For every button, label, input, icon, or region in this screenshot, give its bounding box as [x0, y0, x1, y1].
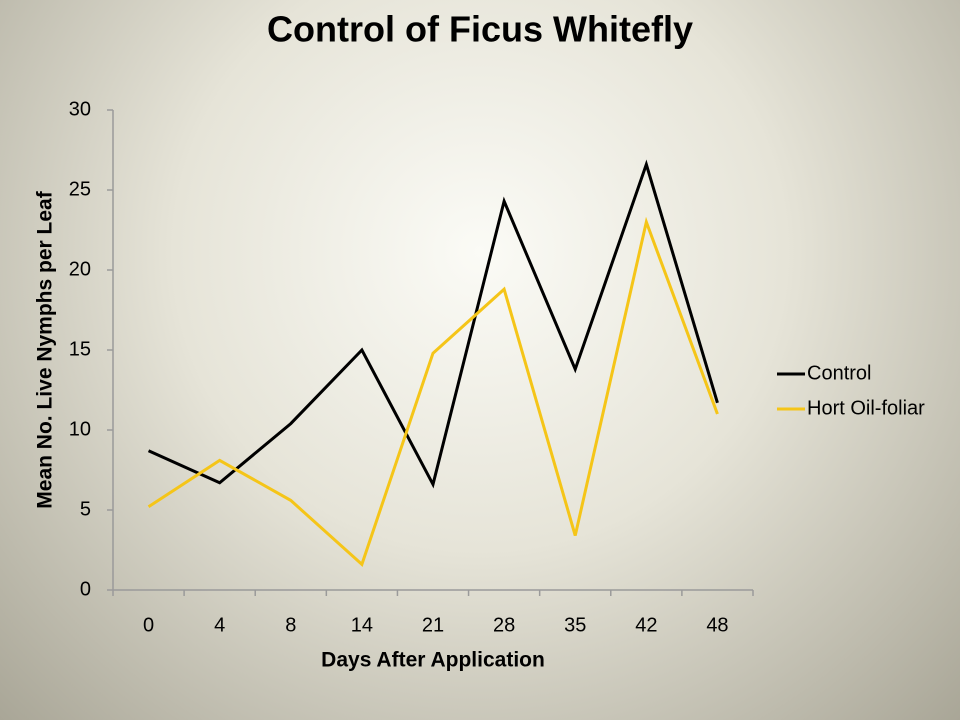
x-tick-label: 35: [564, 614, 586, 636]
x-tick-label: 42: [635, 614, 657, 636]
x-tick-label: 48: [706, 614, 728, 636]
chart-title: Control of Ficus Whitefly: [267, 9, 693, 50]
y-tick-label: 10: [69, 418, 91, 440]
series-line: [147, 216, 719, 568]
x-axis-title: Days After Application: [321, 649, 545, 672]
x-tick-label: 4: [214, 614, 225, 636]
x-tick-label: 0: [143, 614, 154, 636]
y-tick-label: 25: [69, 178, 91, 200]
y-tick-label: 20: [69, 258, 91, 280]
series-line: [147, 159, 719, 489]
y-tick-label: 5: [80, 498, 91, 520]
x-tick-label: 21: [422, 614, 444, 636]
x-tick-label: 8: [285, 614, 296, 636]
y-axis-title: Mean No. Live Nymphs per Leaf: [34, 190, 57, 508]
x-tick-label: 14: [351, 614, 373, 636]
y-tick-label: 30: [69, 98, 91, 120]
legend-label: Hort Oil-foliar: [807, 397, 925, 419]
y-tick-label: 0: [80, 578, 91, 600]
x-tick-label: 28: [493, 614, 515, 636]
legend-label: Control: [807, 362, 871, 384]
y-tick-label: 15: [69, 338, 91, 360]
